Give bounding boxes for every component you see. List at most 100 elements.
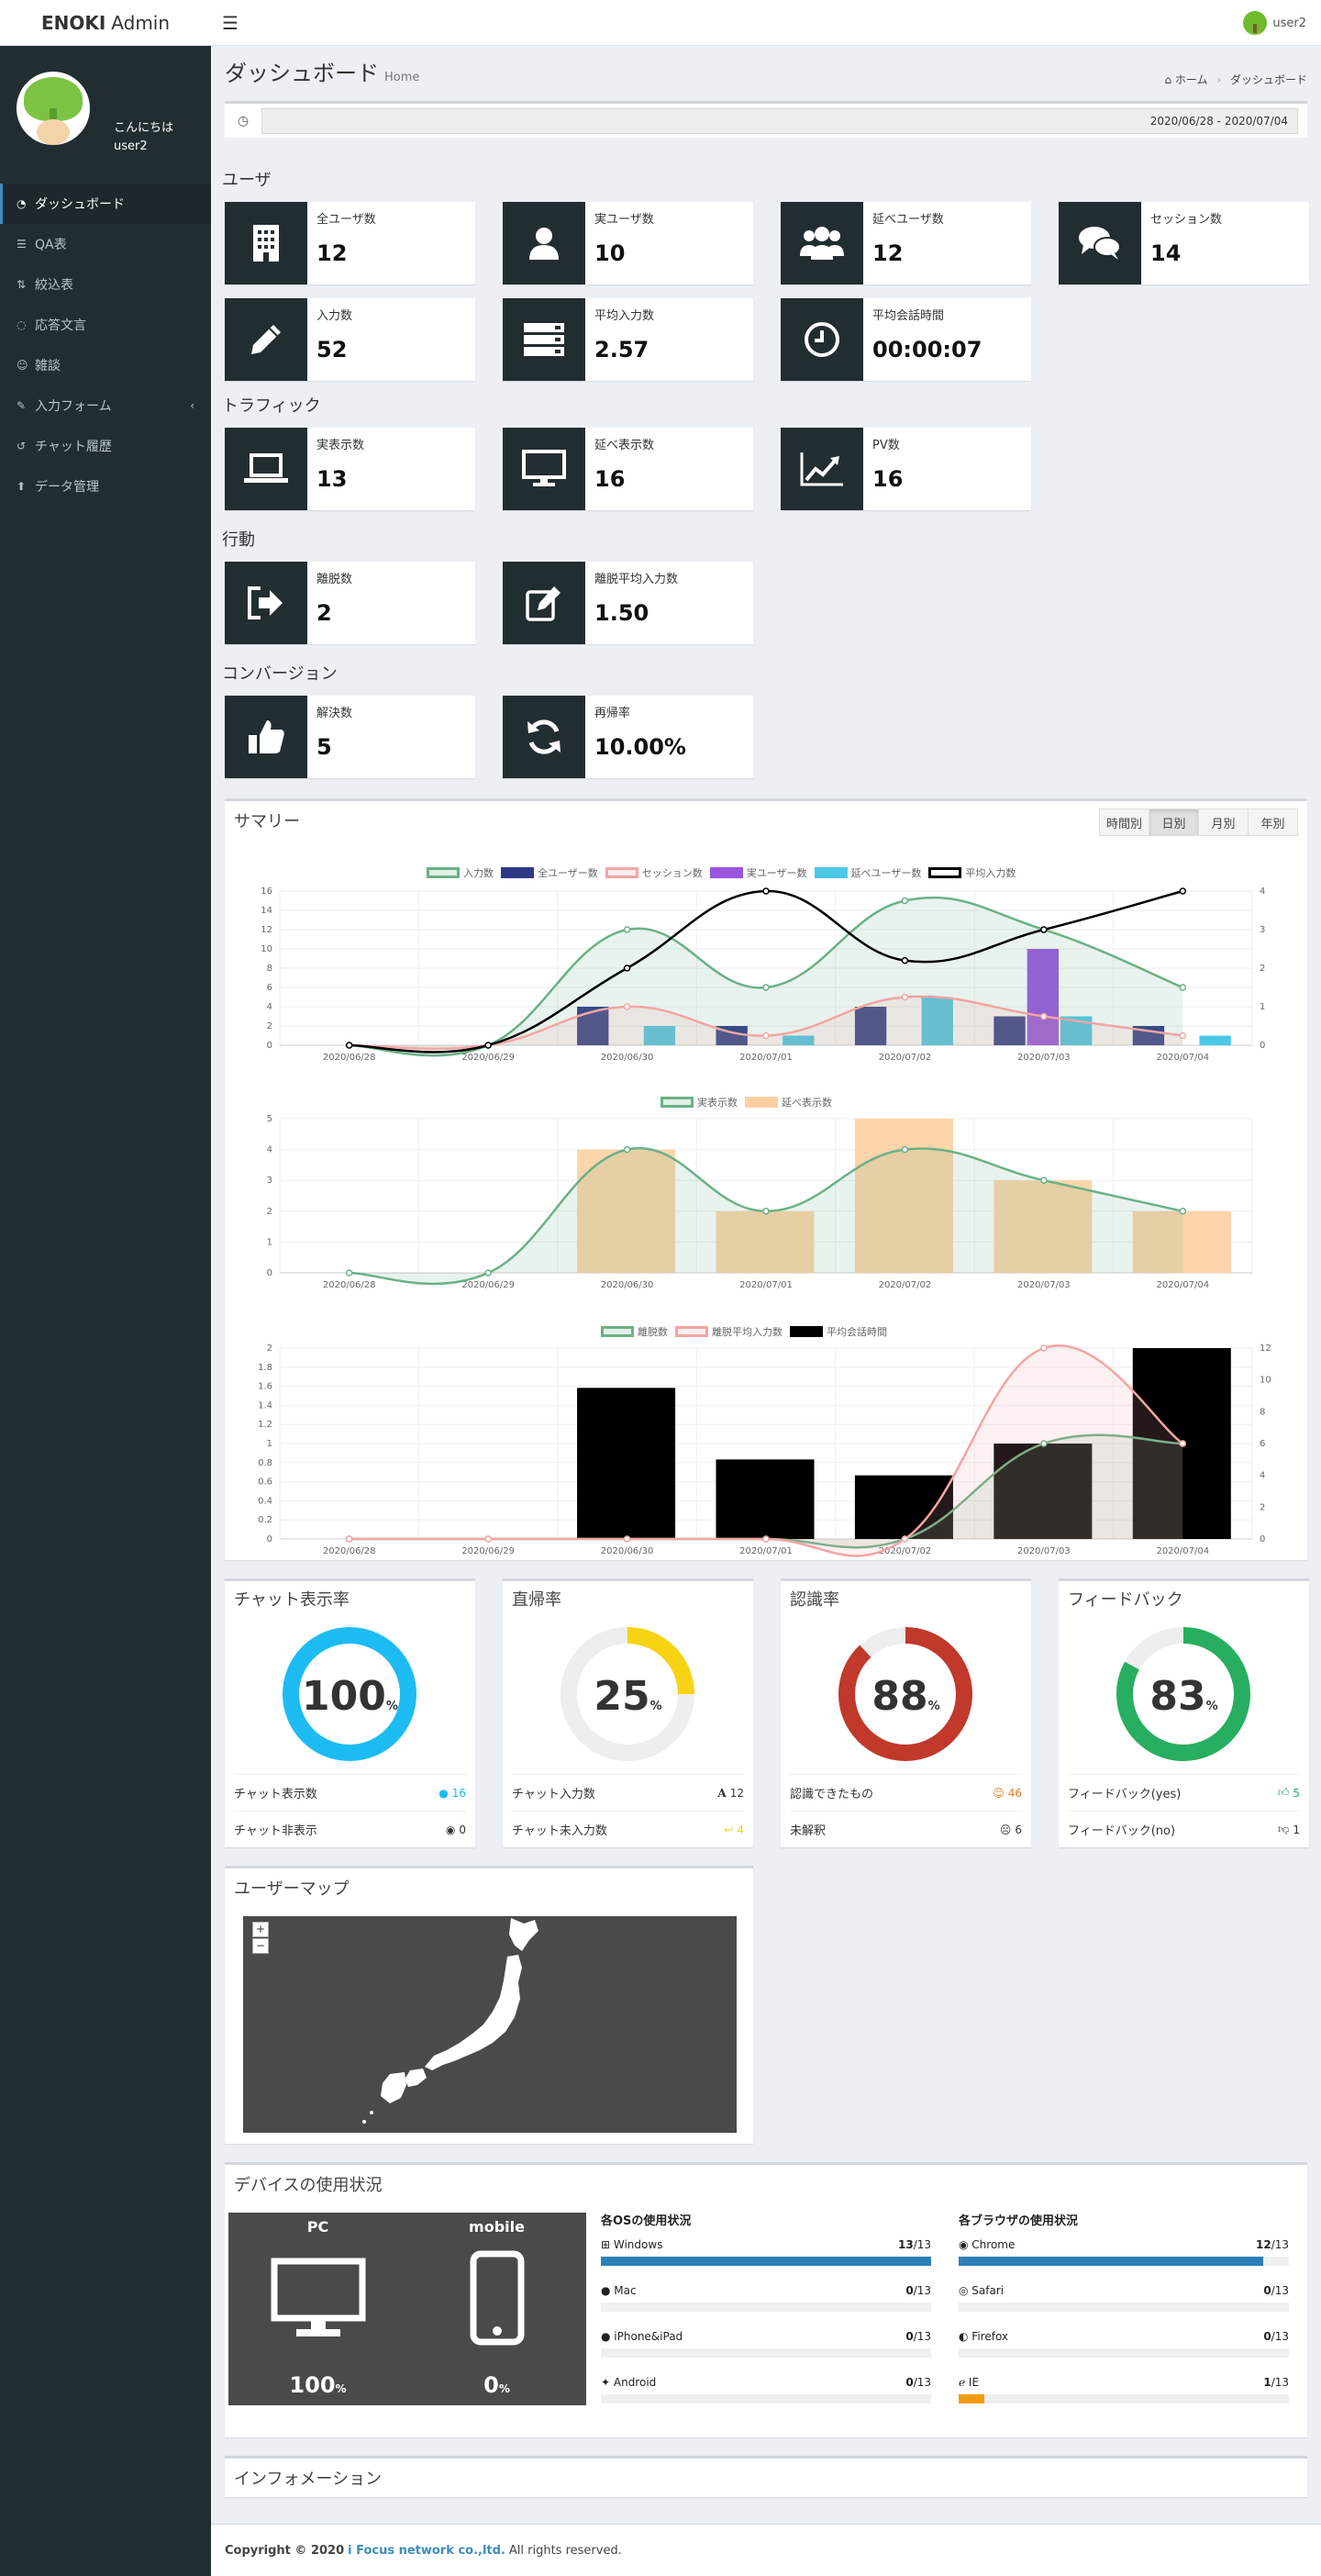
donut-row: フィードバック(no) 👎︎ 1	[1068, 1811, 1300, 1847]
legend-item[interactable]: 延べユーザー数	[814, 865, 921, 880]
data-point[interactable]	[484, 1535, 492, 1543]
legend-item[interactable]: 平均会話時間	[790, 1324, 887, 1339]
data-point[interactable]	[345, 1269, 353, 1277]
data-point[interactable]	[762, 984, 770, 991]
bar[interactable]	[994, 1444, 1093, 1539]
data-point[interactable]	[1040, 1440, 1048, 1447]
bar[interactable]	[1027, 949, 1060, 1045]
data-point[interactable]	[1179, 887, 1187, 895]
legend-item[interactable]: 平均入力数	[928, 865, 1016, 880]
sidebar-item-chat-history[interactable]: ↺ チャット履歴	[17, 440, 112, 454]
data-point[interactable]	[762, 887, 770, 895]
legend-item[interactable]: 離脱数	[601, 1324, 668, 1339]
period-monthly-button[interactable]: 月別	[1198, 808, 1249, 836]
page-header: ダッシュボード Home ⌂ ホーム › ダッシュボード	[225, 55, 1307, 92]
legend-item[interactable]: 延べ表示数	[745, 1095, 832, 1110]
data-point[interactable]	[1179, 1032, 1187, 1040]
data-point[interactable]	[623, 1145, 631, 1154]
legend-item[interactable]: セッション数	[605, 865, 703, 880]
data-point[interactable]	[345, 1535, 353, 1543]
bar[interactable]	[921, 997, 953, 1046]
sidebar-item-input-form[interactable]: ✎ 入力フォーム ‹	[17, 399, 194, 414]
bar[interactable]	[577, 1007, 609, 1045]
data-point[interactable]	[901, 897, 909, 905]
data-point[interactable]	[762, 1032, 770, 1040]
bar[interactable]	[783, 1035, 815, 1046]
data-point[interactable]	[1040, 1176, 1048, 1184]
period-daily-button[interactable]: 日別	[1149, 808, 1199, 836]
bar[interactable]	[994, 1016, 1026, 1046]
data-point[interactable]	[1179, 984, 1187, 991]
bar[interactable]	[854, 1119, 953, 1273]
map-zoom-out-button[interactable]: −	[252, 1938, 269, 1954]
area-fill	[349, 1434, 1183, 1548]
donut-panel-recognition-rate: 認識率 88% 認識できたもの ☺ 46 未解釈 ☹ 6	[781, 1578, 1031, 1847]
app-logo[interactable]: ENOKI Admin	[40, 12, 171, 34]
data-point[interactable]	[623, 1003, 631, 1010]
y-tick-label: 16	[261, 887, 272, 897]
user-menu[interactable]: user2	[1243, 11, 1306, 35]
bar[interactable]	[716, 1459, 815, 1539]
legend-swatch	[660, 1097, 694, 1108]
bar[interactable]	[1132, 1210, 1231, 1273]
data-point[interactable]	[623, 926, 631, 933]
legend-item[interactable]: 実表示数	[660, 1095, 738, 1110]
legend-item[interactable]: 実ユーザー数	[709, 865, 807, 880]
data-point[interactable]	[1179, 1440, 1187, 1447]
bar[interactable]	[854, 1007, 887, 1045]
sidebar-item-responses[interactable]: ◌ 応答文言	[17, 318, 86, 333]
donut-chart-bounce-rate	[561, 1627, 694, 1761]
legend-item[interactable]: 入力数	[427, 865, 494, 880]
sidebar-item-smalltalk[interactable]: ☺ 雑談	[17, 359, 61, 374]
data-point[interactable]	[623, 1535, 631, 1543]
clock-icon	[781, 298, 863, 381]
data-point[interactable]	[1040, 1344, 1048, 1352]
data-point[interactable]	[762, 1535, 770, 1543]
legend-swatch	[928, 867, 962, 878]
legend-item[interactable]: 全ユーザー数	[501, 865, 598, 880]
japan-map[interactable]: + −	[243, 1916, 737, 2133]
breadcrumb-home[interactable]: ⌂ ホーム	[1164, 73, 1208, 86]
data-point[interactable]	[901, 956, 909, 965]
period-yearly-button[interactable]: 年別	[1248, 808, 1298, 836]
bar[interactable]	[994, 1180, 1093, 1273]
legend-item[interactable]: 離脱平均入力数	[675, 1324, 783, 1339]
company-link[interactable]: i Focus network co.,ltd.	[348, 2543, 505, 2558]
data-point[interactable]	[901, 993, 909, 1001]
data-point[interactable]	[484, 1042, 492, 1049]
bar[interactable]	[854, 1475, 953, 1539]
y2-tick-label: 0	[1260, 1534, 1265, 1544]
sidebar-item-filter[interactable]: ⇅ 絞込表	[17, 278, 73, 293]
y-tick-label: 5	[267, 1114, 272, 1124]
device-pc-value: 100%	[289, 2372, 347, 2398]
sidebar-item-dashboard[interactable]: ◔ ダッシュボード	[0, 184, 211, 224]
period-hourly-button[interactable]: 時間別	[1099, 808, 1149, 836]
map-zoom-in-button[interactable]: +	[252, 1922, 269, 1937]
bar[interactable]	[1199, 1035, 1231, 1046]
sidebar-toggle-icon[interactable]: ☰	[222, 12, 239, 34]
sidebar-item-data-management[interactable]: ⬆ データ管理	[17, 480, 99, 495]
data-point[interactable]	[484, 1269, 492, 1277]
chart3-svg: 0 0.2 0.4 0.6 0.8 1 1.2 1.4 1.6 1.8 2 0 2 4 6 8 10 12 2020…	[258, 1344, 1271, 1557]
y-tick-label: 1.8	[258, 1363, 272, 1373]
donut-panel-bounce-rate: 直帰率 25% チャット入力数 A 12 チャット未入力数 ↩ 4	[503, 1578, 753, 1847]
data-point[interactable]	[345, 1042, 353, 1049]
data-point[interactable]	[1040, 1012, 1048, 1020]
bar[interactable]	[577, 1388, 676, 1539]
x-tick-label: 2020/07/01	[739, 1546, 793, 1556]
bar[interactable]	[716, 1210, 815, 1273]
data-point[interactable]	[901, 1535, 909, 1543]
x-tick-label: 2020/07/03	[1017, 1546, 1071, 1556]
data-point[interactable]	[762, 1208, 770, 1215]
data-point[interactable]	[1040, 926, 1048, 933]
sidebar-item-qa[interactable]: ☰ QA表	[17, 238, 67, 252]
data-point[interactable]	[623, 965, 631, 972]
bar[interactable]	[577, 1149, 676, 1273]
progress-bar	[959, 2257, 1289, 2266]
data-point[interactable]	[1179, 1208, 1187, 1215]
data-point[interactable]	[901, 1145, 909, 1154]
bar[interactable]	[643, 1026, 676, 1045]
date-range-input[interactable]: 2020/06/28 - 2020/07/04	[261, 107, 1298, 134]
x-tick-label: 2020/06/30	[601, 1053, 654, 1063]
